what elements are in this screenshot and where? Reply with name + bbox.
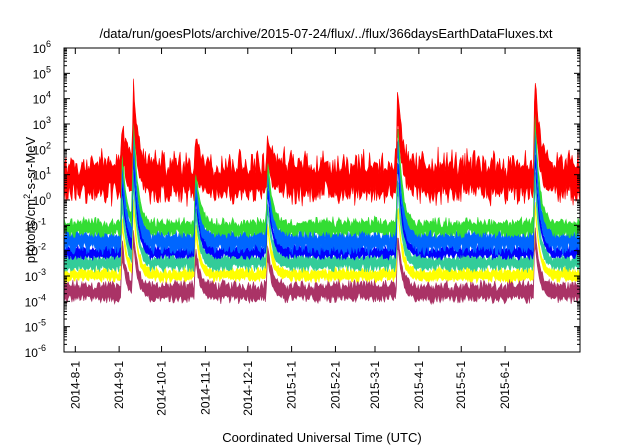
x-axis-label: Coordinated Universal Time (UTC) — [222, 430, 421, 445]
series-band-1 — [64, 227, 580, 306]
y-tick-label-base: 10 — [33, 143, 47, 157]
y-tick-label: 10-5 — [25, 318, 46, 335]
x-tick-label: 2015-6-1 — [498, 361, 512, 409]
y-tick-label-base: 10 — [25, 321, 39, 335]
x-tick-label: 2015-3-1 — [368, 361, 382, 409]
y-tick-label-exp: 4 — [46, 90, 51, 100]
y-tick-label-exp: 2 — [46, 140, 51, 150]
x-tick-label: 2015-1-1 — [285, 361, 299, 409]
y-tick-label-base: 10 — [25, 346, 39, 360]
series-band-6 — [64, 109, 580, 239]
x-tick-label: 2015-4-1 — [412, 361, 426, 409]
y-tick-label-base: 10 — [33, 42, 47, 56]
x-tick-label: 2014-8-1 — [68, 361, 82, 409]
series-group — [64, 78, 580, 306]
y-tick-label-exp: 1 — [46, 166, 51, 176]
y-tick-label-base: 10 — [33, 194, 47, 208]
y-tick-label-exp: -2 — [38, 242, 46, 252]
y-tick-label: 10-3 — [25, 267, 46, 284]
plot-frame — [63, 47, 581, 353]
y-tick-label-base: 10 — [25, 245, 39, 259]
y-tick-label: 105 — [33, 64, 51, 81]
y-axis-label-sup: 2 — [22, 194, 32, 199]
x-tick-label: 2015-5-1 — [454, 361, 468, 409]
y-axis-label-rest: -s-sr-MeV — [23, 136, 38, 193]
y-tick-label: 100 — [33, 191, 51, 208]
y-tick-label: 10-4 — [25, 292, 46, 309]
y-tick-label-exp: -1 — [38, 216, 46, 226]
y-tick-label-base: 10 — [33, 67, 47, 81]
y-axis: 10-610-510-410-310-210-11001011021031041… — [25, 39, 580, 360]
series-band-2 — [64, 199, 580, 284]
chart-title: /data/run/goesPlots/archive/2015-07-24/f… — [99, 26, 552, 41]
x-tick-label: 2014-12-1 — [241, 361, 255, 416]
y-axis-label: protons/cm2-s-sr-MeV — [22, 136, 38, 263]
y-tick-label-exp: 5 — [46, 64, 51, 74]
y-tick-label: 101 — [33, 166, 51, 183]
x-tick-label: 2014-11-1 — [198, 361, 212, 415]
y-tick-label: 106 — [33, 39, 51, 56]
series-band-4 — [64, 153, 580, 262]
y-tick-label: 103 — [33, 115, 51, 132]
y-tick-label: 10-6 — [25, 343, 46, 360]
y-tick-label: 10-2 — [25, 242, 46, 259]
y-tick-label-base: 10 — [25, 270, 39, 284]
y-axis-label-base: protons/cm — [23, 199, 38, 263]
x-tick-label: 2015-2-1 — [328, 361, 342, 409]
y-tick-label-base: 10 — [25, 295, 39, 309]
y-tick-label: 104 — [33, 90, 51, 107]
y-tick-label-exp: 3 — [46, 115, 51, 125]
series-layer — [64, 78, 580, 306]
y-tick-label-exp: 6 — [46, 39, 51, 49]
y-tick-label-base: 10 — [33, 93, 47, 107]
y-tick-label-base: 10 — [33, 118, 47, 132]
y-tick-label-base: 10 — [25, 219, 39, 233]
y-tick-label: 10-1 — [25, 216, 46, 233]
y-tick-label-exp: -6 — [38, 343, 46, 353]
x-axis: 2014-8-1 2014-9-1 2014-10-1 2014-11-1 2014-1… — [68, 48, 512, 416]
x-tick-label: 2014-10-1 — [155, 361, 169, 416]
y-tick-label-exp: 0 — [46, 191, 51, 201]
y-tick-label-base: 10 — [33, 169, 47, 183]
y-tick-label: 102 — [33, 140, 51, 157]
y-tick-label-exp: -4 — [38, 292, 46, 302]
y-tick-label-exp: -5 — [38, 318, 46, 328]
series-band-7 — [64, 78, 580, 207]
y-tick-label-exp: -3 — [38, 267, 46, 277]
x-tick-label: 2014-9-1 — [112, 361, 126, 409]
